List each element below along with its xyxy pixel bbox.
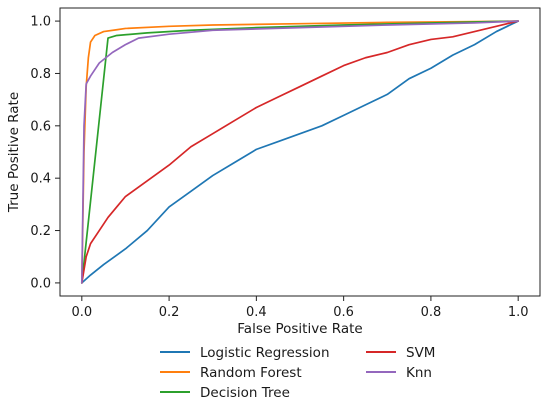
series-line-svm: [80, 20, 520, 284]
y-tick-label: 1.0: [30, 15, 51, 30]
x-tick-label: 0.6: [333, 305, 354, 320]
y-tick-label: 0.6: [30, 119, 51, 134]
x-tick-label: 1.0: [508, 305, 529, 320]
y-axis: 0.0 0.2 0.4 0.6 0.8 1.0: [30, 15, 60, 291]
y-axis-label: True Positive Rate: [6, 92, 22, 213]
legend-label: SVM: [406, 345, 435, 361]
y-tick-label: 0.0: [30, 276, 51, 291]
y-tick-label: 0.4: [30, 172, 51, 187]
legend-label: Knn: [406, 365, 432, 381]
x-tick-label: 0.2: [159, 305, 180, 320]
series-line-random-forest: [80, 20, 520, 284]
y-tick-label: 0.8: [30, 67, 51, 82]
plot-frame: [59, 7, 541, 297]
y-tick-label: 0.2: [30, 224, 51, 239]
x-axis: 0.0 0.2 0.4 0.6 0.8 1.0: [71, 296, 529, 320]
legend-label: Logistic Regression: [200, 345, 330, 361]
x-tick-label: 0.4: [246, 305, 267, 320]
x-tick-label: 0.8: [421, 305, 442, 320]
legend-label: Decision Tree: [200, 385, 290, 401]
legend: Logistic Regression Random Forest Decision…: [160, 345, 435, 401]
series-line-logistic-regression: [80, 20, 520, 284]
plot-lines: [80, 20, 520, 284]
legend-label: Random Forest: [200, 365, 302, 381]
x-axis-label: False Positive Rate: [237, 321, 362, 337]
series-line-decision-tree: [80, 20, 520, 284]
x-tick-label: 0.0: [71, 305, 92, 320]
series-line-knn: [80, 20, 520, 284]
